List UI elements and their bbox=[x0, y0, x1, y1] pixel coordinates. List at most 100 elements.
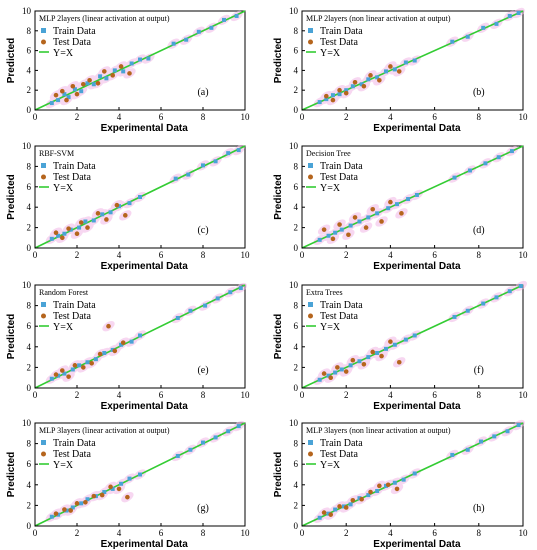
train-point bbox=[375, 488, 380, 493]
x-tick-label: 2 bbox=[75, 528, 80, 538]
legend-line-label: Y=X bbox=[320, 183, 341, 194]
legend-line-label: Y=X bbox=[320, 322, 341, 333]
y-tick-label: 10 bbox=[22, 280, 32, 290]
test-point bbox=[62, 507, 67, 512]
train-point bbox=[117, 204, 121, 209]
legend-test-swatch bbox=[308, 313, 313, 319]
test-point bbox=[346, 232, 351, 238]
train-point bbox=[452, 175, 457, 180]
train-point bbox=[481, 301, 486, 306]
train-point bbox=[479, 439, 484, 444]
train-point bbox=[201, 440, 205, 445]
train-point bbox=[173, 176, 178, 181]
train-point bbox=[209, 25, 214, 30]
test-point bbox=[91, 493, 97, 499]
train-point bbox=[450, 452, 455, 457]
test-point bbox=[330, 236, 336, 242]
x-tick-label: 0 bbox=[33, 528, 38, 538]
test-point bbox=[53, 372, 59, 377]
panel-letter: (h) bbox=[473, 503, 485, 514]
train-point bbox=[412, 58, 417, 63]
train-point bbox=[228, 290, 233, 295]
train-point bbox=[70, 505, 75, 510]
test-point bbox=[68, 508, 73, 513]
test-point bbox=[361, 362, 367, 367]
x-tick-label: 6 bbox=[159, 112, 164, 122]
test-point bbox=[116, 486, 122, 492]
y-tick-label: 0 bbox=[27, 383, 32, 393]
y-tick-label: 2 bbox=[294, 362, 299, 372]
legend-train-label: Train Data bbox=[320, 26, 363, 37]
y-tick-label: 10 bbox=[289, 141, 299, 151]
test-point bbox=[83, 500, 88, 505]
identity-line bbox=[301, 422, 524, 527]
train-point bbox=[201, 163, 205, 168]
panel-title: MLP 3layers (linear activation at output… bbox=[39, 426, 170, 435]
test-point bbox=[74, 91, 80, 97]
x-tick-label: 8 bbox=[201, 112, 206, 122]
train-point bbox=[110, 347, 115, 352]
test-point bbox=[396, 69, 402, 74]
test-point bbox=[321, 371, 327, 376]
train-point bbox=[93, 357, 98, 362]
train-point bbox=[121, 69, 126, 74]
legend-line-label: Y=X bbox=[53, 48, 74, 59]
test-point bbox=[343, 369, 349, 374]
y-tick-label: 8 bbox=[27, 161, 32, 171]
test-point bbox=[335, 365, 340, 370]
x-axis-label: Experimental Data bbox=[101, 123, 189, 134]
test-point bbox=[370, 349, 376, 355]
train-point bbox=[79, 501, 84, 506]
train-point bbox=[375, 75, 380, 80]
train-point bbox=[56, 98, 61, 103]
train-point bbox=[91, 218, 96, 223]
test-point bbox=[324, 93, 329, 99]
train-point bbox=[213, 159, 218, 164]
y-tick-label: 0 bbox=[294, 105, 299, 115]
train-point bbox=[386, 206, 391, 211]
train-point bbox=[62, 92, 67, 97]
test-point bbox=[89, 360, 94, 366]
y-tick-label: 6 bbox=[294, 182, 299, 192]
legend-train-label: Train Data bbox=[53, 438, 96, 449]
test-point bbox=[64, 97, 69, 103]
x-tick-label: 10 bbox=[519, 250, 529, 260]
train-point bbox=[452, 314, 457, 319]
train-point bbox=[317, 237, 322, 242]
train-point bbox=[138, 195, 142, 199]
test-point bbox=[337, 222, 342, 227]
test-point bbox=[352, 215, 358, 220]
train-point bbox=[339, 367, 344, 372]
train-point bbox=[85, 497, 90, 502]
train-point bbox=[146, 56, 151, 61]
legend-train-label: Train Data bbox=[53, 26, 96, 37]
test-point bbox=[114, 202, 120, 208]
y-tick-label: 4 bbox=[294, 202, 299, 212]
train-point bbox=[83, 219, 88, 224]
x-tick-label: 10 bbox=[241, 528, 251, 538]
y-tick-label: 2 bbox=[294, 223, 299, 233]
legend-test-label: Test Data bbox=[53, 311, 91, 322]
train-point bbox=[49, 101, 54, 106]
panel-letter: (e) bbox=[197, 365, 208, 376]
y-axis-label: Predicted bbox=[273, 38, 284, 84]
train-point bbox=[196, 29, 201, 34]
x-tick-label: 10 bbox=[241, 390, 251, 400]
test-point bbox=[127, 71, 132, 76]
x-tick-label: 8 bbox=[477, 390, 482, 400]
train-point bbox=[366, 355, 371, 360]
train-point bbox=[56, 373, 61, 378]
test-point bbox=[95, 211, 101, 216]
x-tick-label: 8 bbox=[477, 528, 482, 538]
train-point bbox=[79, 89, 84, 94]
legend-train-swatch bbox=[308, 440, 313, 445]
train-point bbox=[467, 168, 472, 173]
y-tick-label: 6 bbox=[27, 182, 32, 192]
panel-title: Random Forest bbox=[39, 288, 89, 297]
y-tick-label: 4 bbox=[27, 202, 32, 212]
test-point bbox=[394, 486, 400, 492]
test-point bbox=[368, 489, 373, 495]
train-point bbox=[49, 236, 54, 241]
legend-train-swatch bbox=[308, 28, 313, 33]
panel-title: Extra Trees bbox=[306, 288, 343, 297]
